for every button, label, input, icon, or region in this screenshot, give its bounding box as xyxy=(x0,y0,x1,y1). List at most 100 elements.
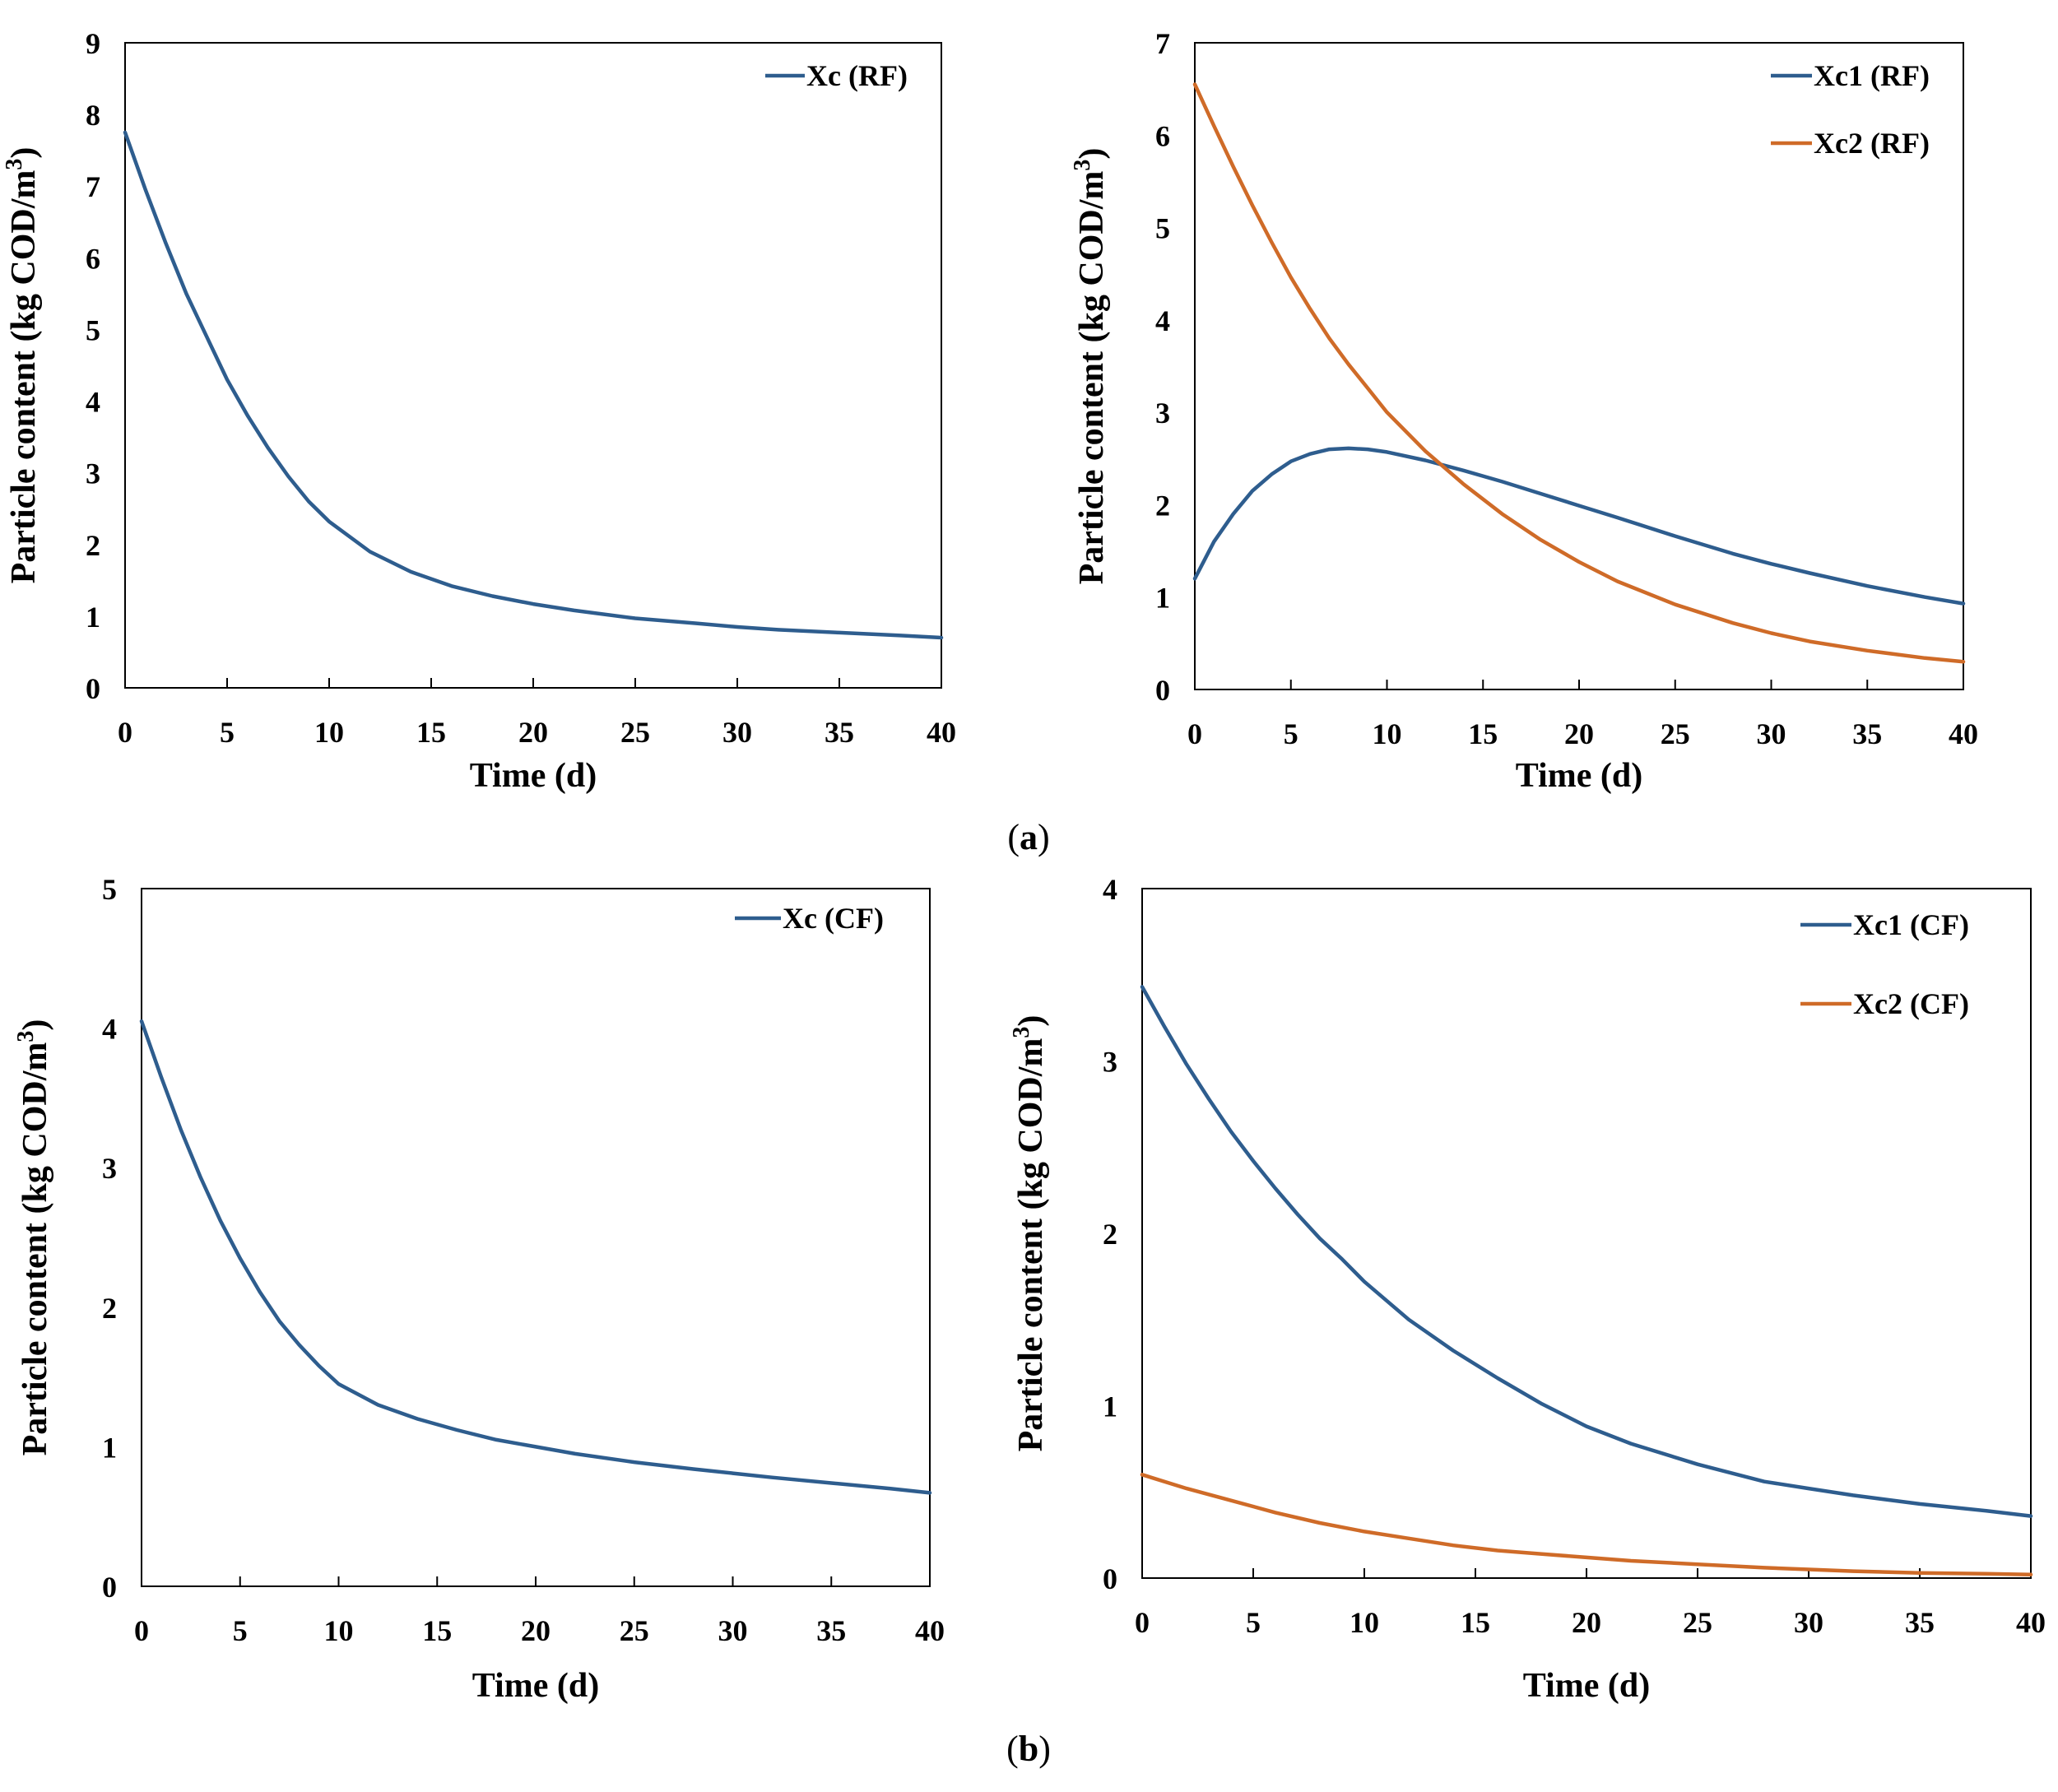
x-tick-label-20: 20 xyxy=(1564,717,1594,750)
x-tick-label-20: 20 xyxy=(521,1614,551,1647)
x-tick-label-40: 40 xyxy=(2016,1606,2046,1639)
x-tick-label-15: 15 xyxy=(1468,717,1498,750)
y-axis-label-close: ) xyxy=(1073,148,1111,160)
y-tick-label-4: 4 xyxy=(86,386,100,419)
x-tick-label-20: 20 xyxy=(1572,1606,1601,1639)
y-tick-label-1: 1 xyxy=(86,601,100,634)
x-tick-label-15: 15 xyxy=(416,716,446,749)
x-tick-label-40: 40 xyxy=(1949,717,1978,750)
x-tick-label-5: 5 xyxy=(1246,1606,1261,1639)
y-axis-label-main: Particle content (kg COD/m xyxy=(16,1042,54,1456)
y-tick-label-7: 7 xyxy=(86,170,100,203)
y-tick-label-6: 6 xyxy=(86,242,100,275)
y-axis-label: Particle content (kg COD/m3) xyxy=(13,1019,54,1456)
y-axis-label-superscript: 3 xyxy=(1070,160,1095,171)
y-tick-label-5: 5 xyxy=(102,873,117,906)
x-tick-label-0: 0 xyxy=(118,716,132,749)
x-tick-label-10: 10 xyxy=(1373,717,1402,750)
x-tick-label-0: 0 xyxy=(134,1614,149,1647)
x-tick-label-25: 25 xyxy=(1683,1606,1712,1639)
y-axis-label: Particle content (kg COD/m3) xyxy=(2,147,43,584)
x-tick-label-15: 15 xyxy=(1461,1606,1490,1639)
x-tick-label-35: 35 xyxy=(1905,1606,1935,1639)
chart-xc1-xc2-rf: 0 5 10 15 20 25 30 35 40 0 1 2 3 4 5 6 7 Time (d) Particle… xyxy=(1070,27,1978,795)
y-tick-label-1: 1 xyxy=(1155,582,1170,615)
series-line-xc1-cf xyxy=(1140,985,2033,1518)
y-tick-label-3: 3 xyxy=(1103,1046,1117,1079)
y-axis-label: Particle content (kg COD/m3) xyxy=(1009,1015,1050,1452)
y-tick-label-4: 4 xyxy=(1155,304,1170,337)
y-axis-label: Particle content (kg COD/m3) xyxy=(1070,148,1111,585)
x-tick-label-25: 25 xyxy=(1661,717,1690,750)
y-tick-label-0: 0 xyxy=(102,1571,117,1604)
legend-label-xc1-rf: Xc1 (RF) xyxy=(1814,59,1930,92)
x-tick-label-35: 35 xyxy=(1852,717,1882,750)
x-tick-label-35: 35 xyxy=(825,716,854,749)
series-line-xc-cf xyxy=(139,1019,932,1495)
y-tick-label-7: 7 xyxy=(1155,27,1170,60)
x-tick-label-40: 40 xyxy=(915,1614,945,1647)
x-axis-label: Time (d) xyxy=(1523,1667,1650,1705)
y-tick-label-0: 0 xyxy=(1155,674,1170,707)
x-tick-label-30: 30 xyxy=(1794,1606,1823,1639)
y-axis-label-main: Particle content (kg COD/m xyxy=(1073,171,1111,585)
x-tick-label-30: 30 xyxy=(1757,717,1786,750)
y-axis-label-close: ) xyxy=(1012,1015,1050,1027)
y-tick-label-4: 4 xyxy=(1103,873,1117,906)
series-line-xc2-rf xyxy=(1192,82,1966,664)
y-tick-label-2: 2 xyxy=(102,1292,117,1325)
panel-label-a: (a) xyxy=(1007,817,1049,857)
y-tick-label-5: 5 xyxy=(86,313,100,346)
plot-frame xyxy=(124,42,942,689)
y-tick-label-1: 1 xyxy=(1103,1390,1117,1423)
y-tick-label-0: 0 xyxy=(86,672,100,705)
panel-label-a-letter: a xyxy=(1020,817,1038,857)
chart-xc-rf: 0 5 10 15 20 25 30 35 40 0 1 2 3 4 5 6 7 8 9 Time (d) Partic… xyxy=(2,27,956,795)
x-tick-label-10: 10 xyxy=(1350,1606,1379,1639)
x-axis-label: Time (d) xyxy=(1516,757,1642,795)
x-axis-label: Time (d) xyxy=(472,1667,599,1705)
y-tick-label-5: 5 xyxy=(1155,212,1170,245)
x-tick-label-40: 40 xyxy=(927,716,956,749)
y-axis-label-main: Particle content (kg COD/m xyxy=(1012,1038,1050,1452)
legend-label-xc-cf: Xc (CF) xyxy=(783,902,884,935)
legend-label-xc-rf: Xc (RF) xyxy=(806,59,908,92)
y-axis-label-close: ) xyxy=(5,147,43,159)
y-tick-label-2: 2 xyxy=(86,529,100,562)
series-line-xc2-cf xyxy=(1140,1473,2033,1577)
x-tick-label-10: 10 xyxy=(314,716,344,749)
x-tick-label-5: 5 xyxy=(233,1614,248,1647)
x-tick-label-0: 0 xyxy=(1187,717,1202,750)
y-tick-label-9: 9 xyxy=(86,27,100,60)
x-tick-label-35: 35 xyxy=(816,1614,846,1647)
y-tick-label-2: 2 xyxy=(1155,489,1170,522)
y-tick-label-3: 3 xyxy=(1155,397,1170,429)
x-tick-label-10: 10 xyxy=(324,1614,354,1647)
y-axis-label-main: Particle content (kg COD/m xyxy=(5,170,43,584)
y-tick-label-1: 1 xyxy=(102,1431,117,1464)
x-tick-label-0: 0 xyxy=(1135,1606,1150,1639)
y-tick-label-3: 3 xyxy=(86,457,100,490)
x-tick-label-15: 15 xyxy=(422,1614,452,1647)
y-tick-label-4: 4 xyxy=(102,1013,117,1046)
x-tick-label-20: 20 xyxy=(518,716,548,749)
legend-label-xc2-rf: Xc2 (RF) xyxy=(1814,127,1930,160)
series-line-xc-rf xyxy=(123,130,944,640)
series-line-xc1-rf xyxy=(1192,446,1966,606)
y-axis-label-close: ) xyxy=(16,1019,54,1031)
y-axis-label-superscript: 3 xyxy=(2,159,27,170)
x-tick-label-5: 5 xyxy=(220,716,235,749)
y-tick-label-0: 0 xyxy=(1103,1562,1117,1595)
x-tick-label-30: 30 xyxy=(718,1614,748,1647)
y-tick-label-6: 6 xyxy=(1155,119,1170,152)
x-tick-label-25: 25 xyxy=(620,716,650,749)
y-axis-label-superscript: 3 xyxy=(13,1031,39,1042)
y-axis-label-superscript: 3 xyxy=(1009,1027,1034,1038)
x-tick-label-5: 5 xyxy=(1284,717,1298,750)
x-tick-label-30: 30 xyxy=(722,716,752,749)
x-axis-label: Time (d) xyxy=(470,757,597,795)
panel-label-b: (b) xyxy=(1006,1729,1051,1769)
panel-label-b-letter: b xyxy=(1019,1729,1038,1769)
legend-label-xc1-cf: Xc1 (CF) xyxy=(1853,908,1969,941)
